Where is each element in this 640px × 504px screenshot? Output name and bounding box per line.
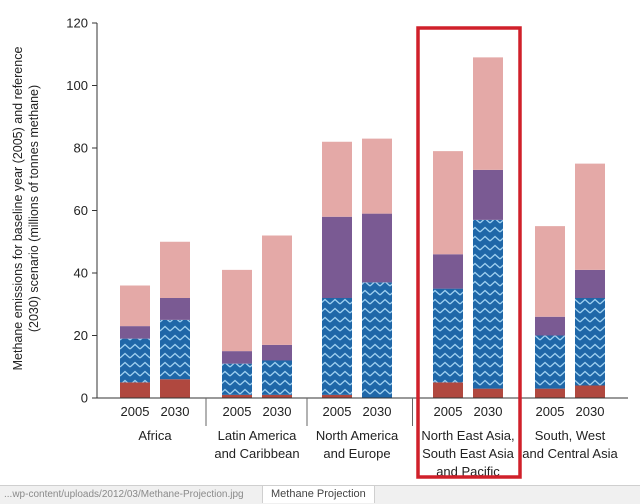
x-year-label: 2030: [263, 404, 292, 419]
bar-segment-layer-2: [262, 360, 292, 395]
bar-segment-layer-2: [222, 363, 252, 395]
bar-segment-layer-4: [473, 57, 503, 170]
bar-segment-layer-2: [120, 338, 150, 383]
category-label-line: North East Asia,: [421, 428, 514, 443]
y-tick-label: 20: [74, 328, 88, 343]
category-label-line: and Caribbean: [214, 446, 299, 461]
category-label: North East Asia, South East Asia and Pacif…: [421, 428, 514, 479]
category-label: South, West and Central Asia: [522, 428, 618, 461]
bar-segment-layer-4: [322, 141, 352, 217]
bar-segment-layer-2: [575, 298, 605, 386]
y-tick-label: 100: [66, 78, 88, 93]
bar-segment-layer-4: [222, 269, 252, 352]
bar-segment-layer-2: [535, 335, 565, 389]
category-label-line: North America: [316, 428, 399, 443]
y-tick-label: 80: [74, 141, 88, 156]
bar-segment-layer-1: [535, 388, 565, 398]
bar-segment-layer-3: [473, 169, 503, 220]
category-label: Latin America and Caribbean: [214, 428, 299, 461]
bar-segment-layer-2: [433, 288, 463, 383]
bar-segment-layer-4: [575, 163, 605, 270]
bar-segment-layer-3: [433, 254, 463, 289]
bar-segment-layer-1: [575, 385, 605, 398]
y-tick-label: 60: [74, 203, 88, 218]
browser-status-bar: ...wp-content/uploads/2012/03/Methane-Pr…: [0, 485, 640, 504]
stacked-bar-chart: 0 20 40 60 80 100 120 Methane emissions for bas…: [11, 16, 628, 479]
x-year-label: 2005: [323, 404, 352, 419]
bar-segment-layer-3: [362, 213, 392, 283]
bar-segment-layer-1: [262, 394, 292, 398]
bar-segment-layer-2: [322, 298, 352, 395]
bar-segment-layer-1: [120, 382, 150, 398]
bar-segment-layer-4: [160, 241, 190, 298]
bar-segment-layer-3: [535, 316, 565, 336]
bar-segment-layer-1: [433, 382, 463, 398]
y-axis-title-line: (2030) scenario (millions of tonnes meth…: [27, 85, 41, 332]
highlight-box: [416, 26, 522, 479]
y-axis-title-line: Methane emissions for baseline year (200…: [11, 47, 25, 371]
category-label-line: Latin America: [218, 428, 298, 443]
category-label-line: South East Asia: [422, 446, 515, 461]
x-year-label: 2030: [161, 404, 190, 419]
bar-segment-layer-4: [120, 285, 150, 327]
y-tick-label: 0: [81, 391, 88, 406]
y-axis-title: Methane emissions for baseline year (200…: [11, 47, 41, 371]
bar-segment-layer-4: [362, 138, 392, 214]
bar-segment-layer-2: [160, 319, 190, 380]
bar-segment-layer-4: [433, 151, 463, 255]
x-year-label: 2030: [474, 404, 503, 419]
x-year-label: 2030: [363, 404, 392, 419]
y-tick-label: 120: [66, 16, 88, 31]
category-label: North America and Europe: [316, 428, 399, 461]
bar-segment-layer-1: [222, 394, 252, 398]
y-tick-label: 40: [74, 266, 88, 281]
x-year-label: 2005: [223, 404, 252, 419]
x-year-label: 2005: [434, 404, 463, 419]
category-label-line: South, West: [535, 428, 606, 443]
bar-segment-layer-3: [160, 298, 190, 320]
bar-segment-layer-1: [473, 388, 503, 398]
bar-segment-layer-3: [120, 326, 150, 339]
bar-segment-layer-3: [222, 351, 252, 364]
bar-segment-layer-2: [473, 219, 503, 389]
x-year-label: 2005: [121, 404, 150, 419]
bar-segment-layer-4: [262, 235, 292, 345]
x-year-label: 2030: [576, 404, 605, 419]
category-label-line: and Central Asia: [522, 446, 618, 461]
category-label: Africa: [138, 428, 172, 443]
x-year-label: 2005: [536, 404, 565, 419]
bar-segment-layer-1: [160, 379, 190, 398]
image-tab-label[interactable]: Methane Projection: [262, 486, 375, 503]
bar-segment-layer-3: [575, 269, 605, 298]
bar-segment-layer-3: [262, 344, 292, 361]
image-url-text: ...wp-content/uploads/2012/03/Methane-Pr…: [4, 489, 244, 500]
bar-segment-layer-1: [322, 394, 352, 398]
bar-segment-layer-2: [362, 282, 392, 398]
bar-segment-layer-3: [322, 216, 352, 298]
category-label-line: Africa: [138, 428, 172, 443]
bar-segment-layer-4: [535, 226, 565, 317]
category-label-line: and Europe: [323, 446, 390, 461]
